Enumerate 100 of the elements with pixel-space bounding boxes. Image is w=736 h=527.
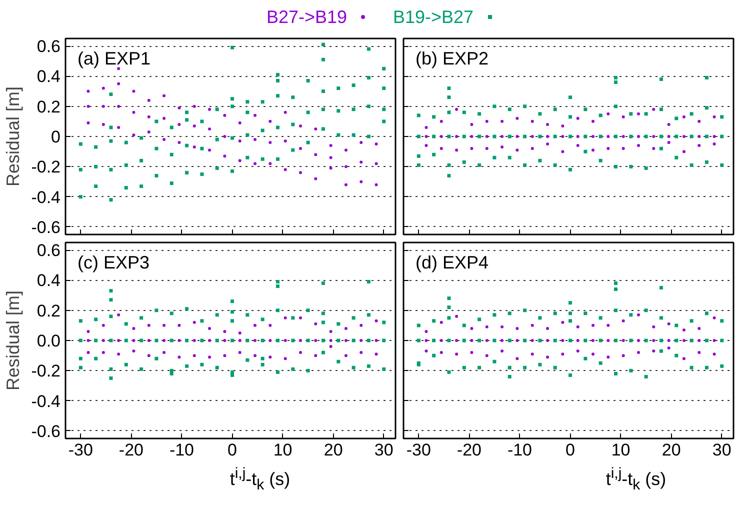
point bbox=[298, 351, 302, 354]
point bbox=[667, 122, 670, 126]
point bbox=[592, 352, 595, 356]
point bbox=[622, 115, 625, 118]
point bbox=[178, 324, 181, 327]
point bbox=[500, 339, 504, 342]
point bbox=[561, 352, 564, 356]
point bbox=[360, 351, 363, 354]
point bbox=[652, 147, 656, 150]
y-tick-label: -0.6 bbox=[31, 218, 61, 237]
point bbox=[576, 135, 580, 138]
point bbox=[223, 354, 226, 358]
point bbox=[162, 351, 166, 354]
point bbox=[500, 146, 504, 149]
point bbox=[440, 147, 443, 150]
point bbox=[192, 354, 196, 358]
point bbox=[424, 350, 428, 353]
point bbox=[516, 326, 519, 330]
point bbox=[298, 316, 302, 320]
point bbox=[652, 350, 656, 353]
point bbox=[516, 148, 519, 152]
point bbox=[424, 339, 428, 342]
point bbox=[455, 148, 458, 152]
point bbox=[500, 350, 504, 353]
point bbox=[329, 330, 332, 333]
point bbox=[208, 339, 212, 342]
point bbox=[470, 339, 474, 342]
point bbox=[314, 354, 318, 358]
x-tick-label: 30 bbox=[374, 440, 394, 460]
point bbox=[440, 320, 443, 324]
point bbox=[636, 313, 640, 316]
point bbox=[530, 324, 534, 327]
x-tick-label: 20 bbox=[662, 440, 681, 460]
point bbox=[500, 120, 504, 123]
point bbox=[254, 339, 257, 342]
point bbox=[561, 320, 564, 324]
x-tick-label: 10 bbox=[273, 440, 292, 460]
point bbox=[268, 324, 272, 327]
point bbox=[636, 351, 640, 354]
point bbox=[606, 324, 610, 327]
point bbox=[254, 354, 257, 358]
point bbox=[470, 122, 474, 126]
point bbox=[667, 346, 670, 350]
y-tick-label: 0.2 bbox=[36, 97, 61, 116]
point bbox=[682, 150, 686, 154]
point bbox=[561, 150, 564, 154]
y-tick-label: -0.4 bbox=[31, 188, 61, 207]
point bbox=[606, 339, 610, 342]
point bbox=[576, 116, 580, 120]
point bbox=[682, 328, 686, 332]
x-tick-label: -30 bbox=[406, 440, 431, 460]
y-tick-label: -0.6 bbox=[31, 422, 61, 441]
y-tick-label: 0.6 bbox=[36, 37, 61, 56]
point bbox=[147, 324, 150, 327]
point bbox=[329, 345, 332, 348]
text: (c) EXP3 bbox=[78, 252, 150, 272]
point bbox=[636, 339, 640, 342]
point bbox=[455, 108, 458, 111]
point bbox=[284, 339, 287, 342]
point bbox=[314, 339, 318, 342]
point bbox=[117, 313, 120, 316]
point bbox=[698, 144, 701, 148]
y-tick-label: 0.4 bbox=[36, 67, 61, 86]
point bbox=[652, 339, 656, 342]
point bbox=[606, 112, 610, 116]
x-tick-label: 0 bbox=[228, 440, 238, 460]
point bbox=[117, 339, 120, 342]
point bbox=[485, 135, 488, 138]
point bbox=[622, 147, 625, 150]
point bbox=[622, 319, 625, 322]
point bbox=[284, 316, 287, 320]
point bbox=[344, 354, 348, 358]
point bbox=[516, 357, 519, 360]
point bbox=[374, 319, 378, 322]
point bbox=[712, 316, 716, 320]
point bbox=[516, 339, 519, 342]
text: (b) EXP2 bbox=[416, 48, 489, 68]
point bbox=[440, 120, 443, 123]
point bbox=[329, 339, 332, 342]
point bbox=[86, 330, 90, 333]
point bbox=[238, 351, 242, 354]
x-tick-label: 0 bbox=[566, 440, 576, 460]
point bbox=[178, 356, 181, 359]
point bbox=[546, 326, 550, 330]
point bbox=[606, 147, 610, 150]
point bbox=[314, 322, 318, 326]
point bbox=[424, 135, 428, 138]
point bbox=[470, 147, 474, 150]
point bbox=[455, 135, 458, 138]
point bbox=[440, 351, 443, 354]
point bbox=[485, 147, 488, 150]
point bbox=[268, 339, 272, 342]
point bbox=[592, 120, 595, 123]
point bbox=[360, 339, 363, 342]
point bbox=[147, 354, 150, 358]
point bbox=[698, 351, 701, 354]
x-tick-label: -30 bbox=[68, 440, 93, 460]
point bbox=[238, 339, 242, 342]
point bbox=[485, 325, 488, 328]
point bbox=[606, 356, 610, 359]
